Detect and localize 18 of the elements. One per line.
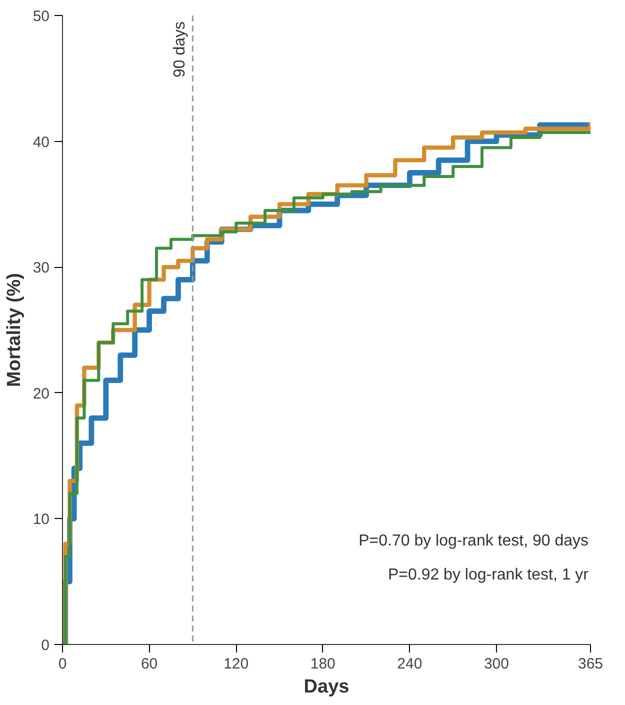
x-tick-label: 0 xyxy=(58,656,67,672)
x-tick-label: 240 xyxy=(397,656,422,672)
x-tick-label: 60 xyxy=(140,656,158,672)
annotation: P=0.92 by log-rank test, 1 yr xyxy=(388,566,590,584)
x-tick-label: 300 xyxy=(484,656,509,672)
x-tick-label: 120 xyxy=(224,656,249,672)
y-tick-label: 20 xyxy=(32,385,50,402)
x-tick-label: 180 xyxy=(310,656,336,672)
y-tick-label: 0 xyxy=(41,637,50,654)
ref-line-label: 90 days xyxy=(172,21,189,78)
y-tick-label: 10 xyxy=(32,511,50,528)
y-tick-label: 50 xyxy=(32,8,50,25)
y-tick-label: 30 xyxy=(32,260,50,277)
annotation: P=0.70 by log-rank test, 90 days xyxy=(358,532,589,550)
y-tick-label: 40 xyxy=(32,134,50,151)
x-axis-title: Days xyxy=(304,676,350,698)
x-tick-label: 365 xyxy=(578,656,604,672)
y-axis-title: Mortality (%) xyxy=(4,273,25,387)
